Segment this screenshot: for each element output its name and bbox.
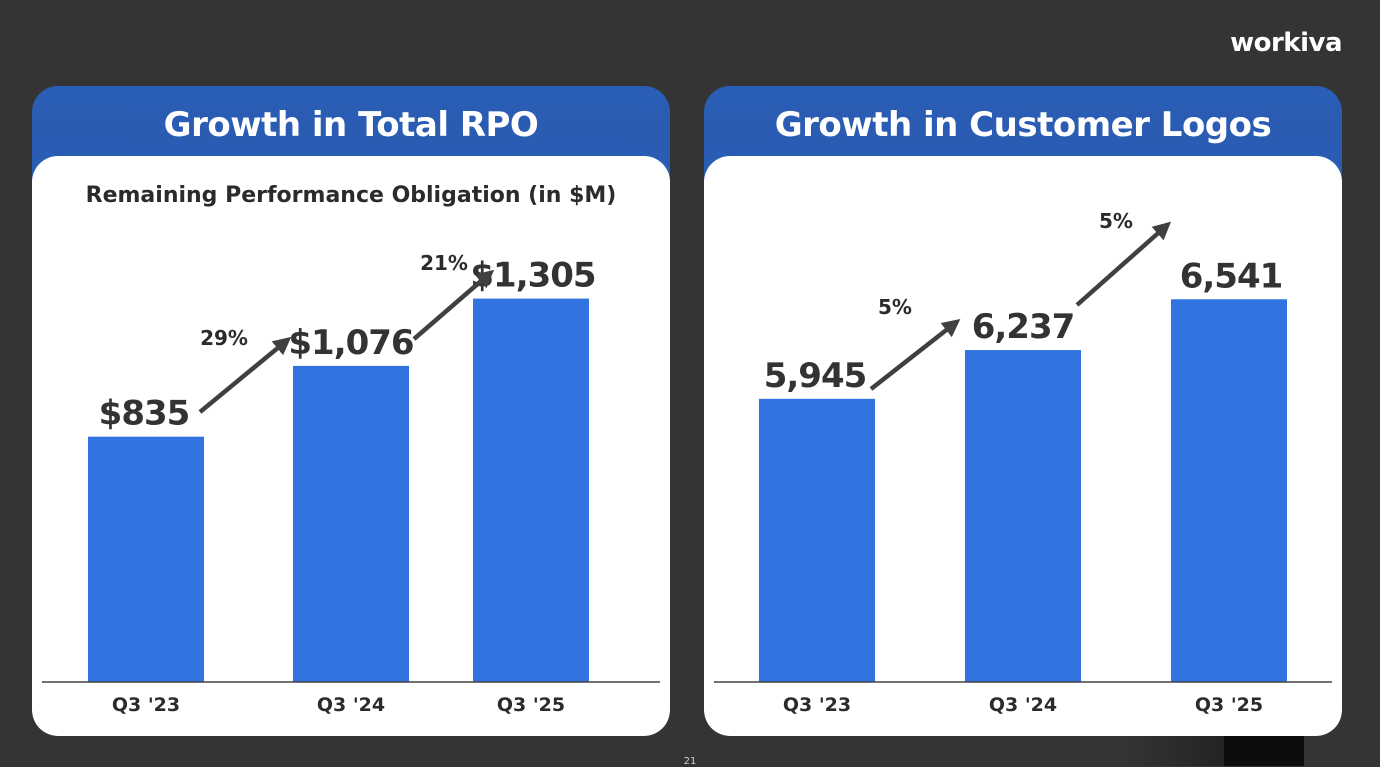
data-label: 6,237 (972, 307, 1075, 347)
data-label: $1,076 (288, 323, 413, 363)
data-label: $835 (99, 394, 190, 434)
growth-arrow (412, 269, 495, 341)
rpo-bar-chart: Remaining Performance Obligation (in $M)… (42, 183, 660, 716)
logos-bar-chart: Q3 '23 Q3 '24 Q3 '25 5,945 6,237 6,541 5% 5% (714, 209, 1332, 716)
rpo-panel-title: Growth in Total RPO (163, 105, 539, 145)
x-tick-label: Q3 '23 (112, 694, 180, 716)
x-tick-label: Q3 '23 (783, 694, 851, 716)
x-tick-label: Q3 '25 (497, 694, 565, 716)
growth-label: 5% (1099, 209, 1133, 233)
logos-chart-area: Q3 '23 Q3 '24 Q3 '25 5,945 6,237 6,541 5% 5% (704, 156, 1342, 736)
bar-q324 (965, 350, 1081, 682)
corner-shade-dark (1224, 736, 1304, 766)
logos-panel-title: Growth in Customer Logos (774, 105, 1272, 145)
growth-label: 21% (420, 251, 468, 275)
bar-q323 (88, 436, 204, 682)
data-label: 5,945 (764, 356, 867, 396)
page-number: 21 (683, 756, 697, 767)
data-label: $1,305 (470, 256, 595, 296)
rpo-chart-area: Remaining Performance Obligation (in $M)… (32, 156, 670, 736)
bar-q323 (759, 398, 875, 682)
x-tick-label: Q3 '25 (1195, 694, 1263, 716)
logos-panel: Growth in Customer Logos Q3 '23 Q3 '24 Q3 … (704, 86, 1342, 736)
rpo-panel: Growth in Total RPO Remaining Performanc… (32, 86, 670, 736)
chart-title: Remaining Performance Obligation (in $M) (86, 183, 617, 208)
x-tick-label: Q3 '24 (989, 694, 1057, 716)
bar-q324 (293, 365, 409, 682)
growth-arrow (1075, 221, 1172, 307)
bar-q325 (473, 298, 589, 682)
growth-arrow (869, 319, 961, 391)
growth-label: 5% (878, 295, 912, 319)
data-label: 6,541 (1180, 256, 1283, 296)
growth-label: 29% (200, 326, 248, 350)
x-tick-label: Q3 '24 (317, 694, 385, 716)
growth-arrow (198, 336, 292, 414)
bar-q325 (1171, 299, 1287, 682)
workiva-logo: workiva (1230, 28, 1342, 58)
